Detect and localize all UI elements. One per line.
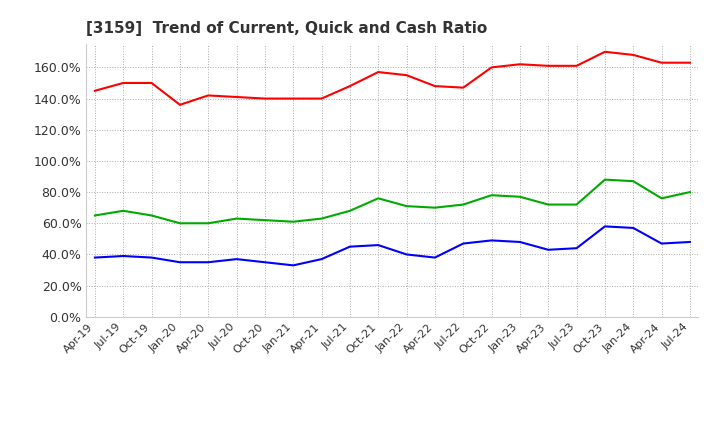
Quick Ratio [600,177,609,182]
Cash Ratio [572,246,581,251]
Cash Ratio [119,253,127,259]
Quick Ratio [572,202,581,207]
Quick Ratio [374,196,382,201]
Cash Ratio [91,255,99,260]
Quick Ratio [516,194,524,199]
Quick Ratio [431,205,439,210]
Cash Ratio [374,242,382,248]
Quick Ratio [685,190,694,195]
Quick Ratio [119,208,127,213]
Cash Ratio [685,239,694,245]
Current Ratio [176,102,184,107]
Current Ratio [374,70,382,75]
Current Ratio [261,96,269,101]
Cash Ratio [544,247,552,253]
Quick Ratio [176,220,184,226]
Quick Ratio [657,196,666,201]
Cash Ratio [289,263,297,268]
Cash Ratio [346,244,354,249]
Quick Ratio [402,203,411,209]
Quick Ratio [544,202,552,207]
Quick Ratio [204,220,212,226]
Current Ratio [119,81,127,86]
Current Ratio [685,60,694,66]
Current Ratio [459,85,467,90]
Cash Ratio [233,257,241,262]
Cash Ratio [459,241,467,246]
Current Ratio [657,60,666,66]
Quick Ratio [346,208,354,213]
Cash Ratio [402,252,411,257]
Cash Ratio [516,239,524,245]
Line: Quick Ratio: Quick Ratio [95,180,690,223]
Cash Ratio [600,224,609,229]
Quick Ratio [289,219,297,224]
Current Ratio [346,84,354,89]
Current Ratio [487,65,496,70]
Quick Ratio [261,217,269,223]
Quick Ratio [487,193,496,198]
Line: Cash Ratio: Cash Ratio [95,227,690,265]
Quick Ratio [629,179,637,184]
Current Ratio [431,84,439,89]
Line: Current Ratio: Current Ratio [95,52,690,105]
Current Ratio [233,94,241,99]
Cash Ratio [487,238,496,243]
Quick Ratio [148,213,156,218]
Quick Ratio [91,213,99,218]
Current Ratio [318,96,326,101]
Cash Ratio [431,255,439,260]
Text: [3159]  Trend of Current, Quick and Cash Ratio: [3159] Trend of Current, Quick and Cash … [86,21,487,36]
Current Ratio [629,52,637,58]
Current Ratio [91,88,99,93]
Cash Ratio [204,260,212,265]
Cash Ratio [148,255,156,260]
Current Ratio [516,62,524,67]
Cash Ratio [657,241,666,246]
Current Ratio [148,81,156,86]
Quick Ratio [459,202,467,207]
Quick Ratio [233,216,241,221]
Current Ratio [572,63,581,69]
Cash Ratio [318,257,326,262]
Cash Ratio [176,260,184,265]
Quick Ratio [318,216,326,221]
Current Ratio [204,93,212,98]
Current Ratio [544,63,552,69]
Current Ratio [289,96,297,101]
Legend: Current Ratio, Quick Ratio, Cash Ratio: Current Ratio, Quick Ratio, Cash Ratio [184,438,600,440]
Current Ratio [600,49,609,55]
Current Ratio [402,73,411,78]
Cash Ratio [629,225,637,231]
Cash Ratio [261,260,269,265]
